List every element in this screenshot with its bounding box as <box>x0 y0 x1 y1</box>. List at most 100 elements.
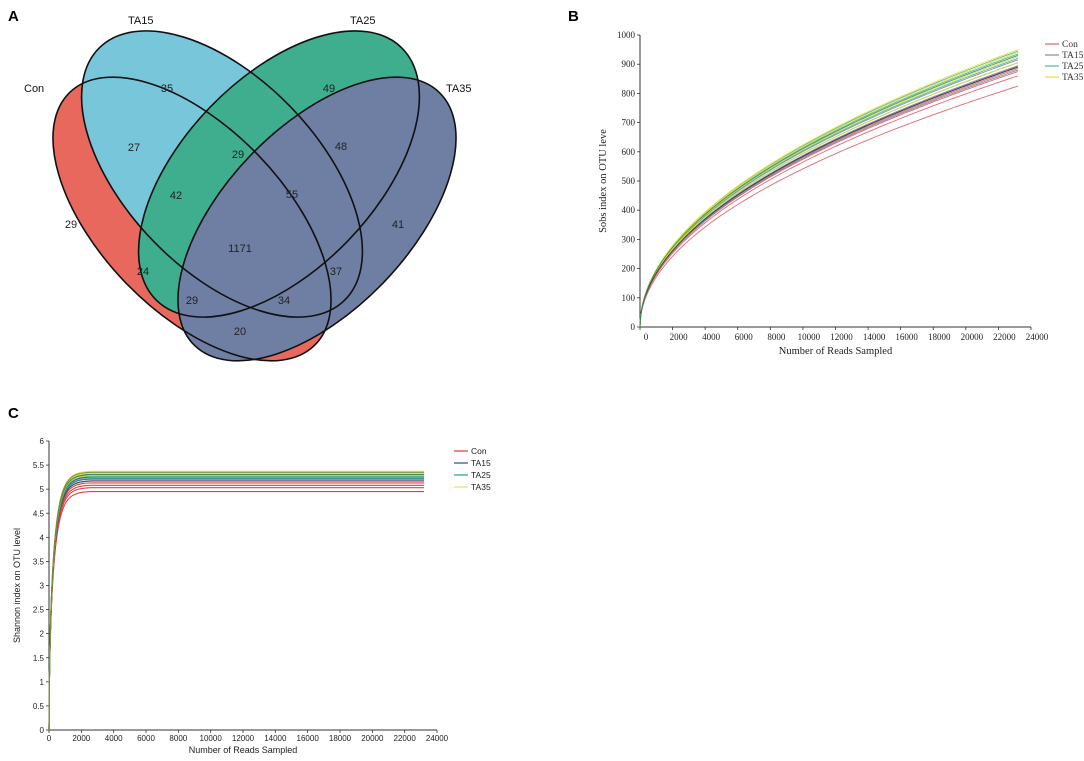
chart-b-legend-label-ta35: TA35 <box>1062 73 1084 83</box>
venn-count-all-four: 1171 <box>228 243 252 255</box>
chart-c-line-con <box>48 484 425 731</box>
chart-c-line-ta15 <box>48 480 425 731</box>
chart-c-x-tick-label: 24000 <box>426 734 449 743</box>
venn-count-con-ta15-ta35: 37 <box>330 266 342 278</box>
chart-b-y-axis-label: Sobs index on OTU leve <box>598 129 609 233</box>
chart-b-line-ta25 <box>639 62 1019 328</box>
chart-c-x-tick-label: 8000 <box>169 734 187 743</box>
chart-c-x-tick-label: 6000 <box>137 734 155 743</box>
venn-count-con-ta15-ta25: 42 <box>170 190 182 202</box>
chart-c-y-tick-label: 3 <box>40 582 45 591</box>
venn-ta15-outline <box>80 30 364 318</box>
venn-ta35-outline <box>177 76 457 362</box>
chart-c-line-ta25 <box>48 475 425 731</box>
chart-c-y-tick-label: 6 <box>40 437 45 446</box>
chart-b-y-tick-label: 0 <box>631 322 636 332</box>
panel-a-letter: A <box>8 8 19 25</box>
chart-b-x-tick-label: 22000 <box>993 332 1016 342</box>
venn-label-ta25: TA25 <box>350 15 375 27</box>
chart-b-line-con <box>639 75 1019 328</box>
chart-b-line-extra <box>639 66 1019 328</box>
chart-b-y-tick-label: 500 <box>622 176 636 186</box>
chart-b-x-axis-label: Number of Reads Sampled <box>779 346 893 357</box>
venn-con-outline <box>52 76 332 362</box>
venn-count-ta25-only: 49 <box>323 83 335 95</box>
chart-c-line-ta15 <box>48 476 425 731</box>
venn-count-four-alt: 34 <box>278 295 290 307</box>
venn-label-ta15: TA15 <box>128 15 153 27</box>
chart-c-y-tick-label: 1.5 <box>33 654 45 663</box>
venn-label-ta35: TA35 <box>446 83 471 95</box>
panel-b-letter: B <box>568 8 579 25</box>
chart-b-line-ta35 <box>639 56 1019 328</box>
chart-b-line-con <box>639 71 1019 328</box>
chart-b-x-tick-label: 0 <box>644 332 649 342</box>
chart-c-line-con <box>48 482 425 731</box>
chart-b-y-tick-label: 700 <box>622 118 636 128</box>
chart-b-line-ta35 <box>639 52 1019 328</box>
chart-c-y-tick-label: 2.5 <box>33 606 45 615</box>
venn-count-ta15-only: 35 <box>161 83 173 95</box>
venn-label-con: Con <box>24 83 44 95</box>
chart-c-y-tick-label: 5 <box>40 485 45 494</box>
chart-c-x-axis-label: Number of Reads Sampled <box>189 745 298 755</box>
chart-c-y-tick-label: 4 <box>40 533 45 542</box>
chart-b-x-tick-label: 8000 <box>767 332 786 342</box>
chart-b-line-ta35 <box>639 49 1019 328</box>
chart-b-line-ta25 <box>639 57 1019 328</box>
chart-b-y-tick-label: 200 <box>622 264 636 274</box>
chart-b-x-tick-label: 24000 <box>1026 332 1049 342</box>
chart-c-x-tick-label: 4000 <box>105 734 123 743</box>
venn-count-ta15-ta25-ta35: 55 <box>286 189 298 201</box>
chart-c-y-tick-label: 4.5 <box>33 509 45 518</box>
chart-c-line-ta15 <box>48 478 425 731</box>
chart-b-line-ta15 <box>639 62 1019 328</box>
chart-c-y-tick-label: 0 <box>40 726 45 735</box>
venn-ta25-outline <box>137 30 421 318</box>
chart-c-line-ta35 <box>48 475 425 731</box>
chart-c-x-tick-label: 16000 <box>297 734 320 743</box>
chart-b-x-tick-label: 18000 <box>928 332 951 342</box>
chart-c-x-tick-label: 10000 <box>200 734 223 743</box>
chart-b-y-tick-label: 100 <box>622 293 636 303</box>
chart-b-x-tick-label: 14000 <box>863 332 886 342</box>
panel-c: C 0 0.5 1 1.5 2 2.5 3 3.5 4 4.5 5 5.5 6 0 2000 4000 6000… <box>8 405 491 755</box>
chart-c-y-tick-label: 5.5 <box>33 461 45 470</box>
venn-count-con-only: 29 <box>65 219 77 231</box>
chart-c-y-tick-label: 2 <box>40 630 45 639</box>
chart-c-legend-label-ta15: TA15 <box>471 458 491 468</box>
venn-count-con-ta15: 27 <box>128 142 140 154</box>
chart-b-series-lines <box>639 49 1019 328</box>
chart-c-x-tick-label: 12000 <box>232 734 255 743</box>
venn-count-ta25-ta35: 48 <box>335 141 347 153</box>
chart-b-x-tick-label: 2000 <box>670 332 689 342</box>
chart-c-x-tick-label: 14000 <box>264 734 287 743</box>
chart-c-line-extra <box>48 474 425 731</box>
venn-count-con-ta25-ta35: 29 <box>186 295 198 307</box>
chart-c-x-tick-label: 20000 <box>361 734 384 743</box>
chart-c-x-tick-label: 18000 <box>329 734 352 743</box>
chart-b-line-ta25 <box>639 66 1019 328</box>
chart-b-line-extra <box>639 55 1019 328</box>
chart-b-line-con <box>639 66 1019 328</box>
venn-outlines <box>52 30 457 362</box>
chart-b-legend-label-ta15: TA15 <box>1062 51 1084 61</box>
chart-c-x-tick-label: 2000 <box>72 734 90 743</box>
chart-c-legend-label-ta35: TA35 <box>471 482 491 492</box>
chart-b-line-ta25 <box>639 53 1019 328</box>
chart-c-line-ta35 <box>48 472 425 731</box>
chart-c-y-axis-label: Shannon index on OTU level <box>12 528 22 643</box>
chart-b-y-tick-label: 600 <box>622 147 636 157</box>
chart-b-legend-label-ta25: TA25 <box>1062 62 1084 72</box>
chart-b-x-tick-label: 12000 <box>830 332 853 342</box>
chart-b-y-tick-label: 400 <box>622 205 636 215</box>
chart-b-line-ta25 <box>639 50 1019 328</box>
panel-a: A Con TA15 TA25 TA35 <box>8 8 471 362</box>
chart-b-x-tick-label: 10000 <box>798 332 821 342</box>
chart-c-series-lines <box>48 470 425 731</box>
chart-c-line-ta25 <box>48 473 425 731</box>
chart-c-line-con <box>48 480 425 731</box>
chart-c-y-tick-label: 3.5 <box>33 557 45 566</box>
